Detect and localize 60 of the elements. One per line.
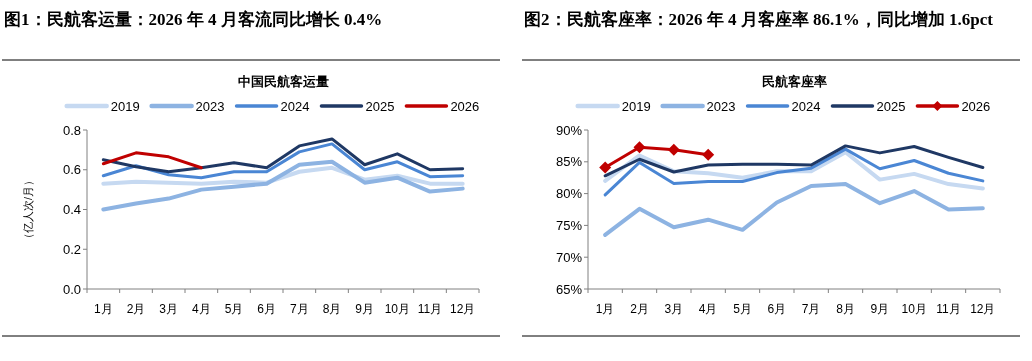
x-tick-label: 6月: [257, 302, 277, 316]
x-tick-label: 9月: [355, 302, 375, 316]
y-tick-label: 75%: [555, 217, 583, 233]
line-series: [603, 182, 985, 237]
x-tick-label: 7月: [289, 302, 309, 316]
x-tick-label: 4月: [698, 302, 718, 316]
line-series: [101, 142, 465, 180]
legend-label: 2023: [706, 99, 736, 114]
point: [599, 161, 612, 174]
chart-subtitle: 民航客座率: [761, 74, 827, 89]
y-tick-label: 0.4: [62, 202, 81, 217]
y-tick-label: 0.0: [62, 281, 81, 297]
x-tick-label: 12月: [970, 302, 996, 316]
x-tick-label: 10月: [384, 302, 411, 316]
x-tick-label: 12月: [449, 302, 476, 316]
legend-label: 2026: [450, 99, 480, 114]
x-tick-label: 8月: [836, 302, 855, 316]
x-tick-label: 1月: [595, 302, 615, 316]
x-tick-label: 2月: [630, 302, 649, 316]
point: [633, 141, 646, 154]
y-tick-label: 80%: [555, 186, 583, 202]
x-tick-label: 1月: [93, 302, 113, 316]
legend-label: 2024: [280, 99, 310, 114]
legend-label: 2025: [876, 99, 906, 114]
legend-label: 2023: [195, 99, 225, 114]
chart-title: 图1：民航客运量：2026 年 4 月客流同比增长 0.4%: [4, 9, 384, 31]
line-series: [101, 159, 465, 212]
y-tick-label: 0.8: [62, 122, 81, 138]
y-tick-label: 65%: [555, 281, 583, 297]
y-axis-title: （亿人次/月）: [22, 174, 34, 245]
y-tick-label: 85%: [555, 154, 583, 170]
legend-label: 2019: [621, 99, 651, 114]
x-tick-label: 5月: [733, 302, 752, 316]
y-tick-label: 90%: [555, 122, 583, 138]
chart-title: 图2：民航客座率：2026 年 4 月客座率 86.1%，同比增加 1.6pct: [524, 9, 994, 31]
legend-label: 2025: [365, 99, 395, 114]
x-tick-label: 11月: [936, 302, 961, 316]
x-tick-label: 3月: [159, 302, 179, 316]
line-series: [101, 137, 465, 174]
y-tick-label: 0.2: [62, 241, 81, 257]
x-tick-label: 3月: [664, 302, 684, 316]
x-tick-label: 11月: [417, 302, 443, 316]
y-tick-label: 70%: [555, 249, 583, 265]
legend-label: 2024: [791, 99, 821, 114]
x-tick-label: 7月: [801, 302, 821, 316]
x-tick-label: 8月: [322, 302, 342, 316]
x-tick-label: 4月: [191, 302, 211, 316]
point: [702, 148, 715, 161]
chart-subtitle: 中国民航客运量: [237, 74, 329, 89]
x-tick-label: 10月: [901, 302, 927, 316]
legend-label: 2026: [961, 99, 991, 114]
y-tick-label: 0.6: [62, 162, 81, 178]
x-tick-label: 6月: [767, 302, 787, 316]
point: [667, 143, 680, 156]
legend-label: 2019: [110, 99, 140, 114]
line-series: [101, 151, 203, 170]
x-tick-label: 2月: [126, 302, 146, 316]
x-tick-label: 5月: [224, 302, 244, 316]
x-tick-label: 9月: [870, 302, 890, 316]
line-series: [603, 147, 985, 197]
